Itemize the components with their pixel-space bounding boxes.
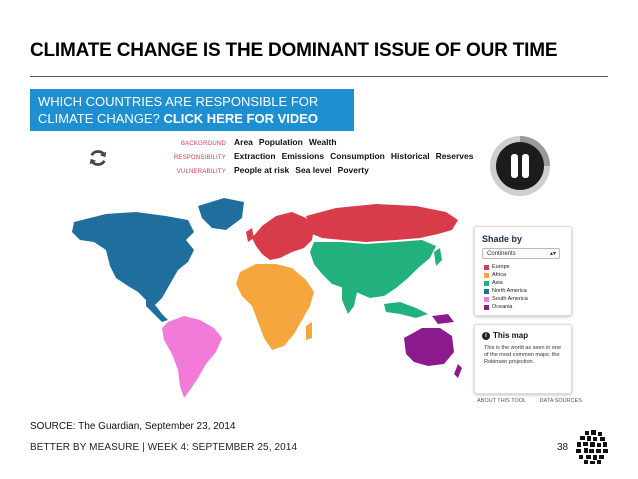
toolbar-item-historical[interactable]: Historical (390, 151, 430, 161)
central-america-shape[interactable] (146, 300, 168, 322)
india-shape[interactable] (342, 284, 358, 314)
brand-logo-icon (576, 430, 608, 464)
this-map-description: This is the world as seen in one of the … (484, 345, 562, 365)
shade-by-selected-value: Continents (487, 251, 516, 257)
southeast-asia-islands-shape[interactable] (384, 302, 428, 318)
toolbar-row-vulnerability: VULNERABILITY People at risk Sea level P… (148, 165, 375, 175)
legend-item-north-america: North America (484, 287, 528, 295)
banner-line-2: CLIMATE CHANGE? CLICK HERE FOR VIDEO (38, 110, 354, 127)
toolbar-item-people-at-risk[interactable]: People at risk (234, 165, 290, 175)
info-icon: i (482, 332, 490, 340)
legend-label-north-america: North America (492, 288, 527, 294)
legend-item-europe: Europe (484, 263, 528, 271)
continent-legend: Europe Africa Asia North America South A… (484, 263, 528, 311)
about-this-tool-link[interactable]: ABOUT THIS TOOL (477, 398, 527, 404)
pause-button[interactable] (488, 134, 552, 198)
legend-label-europe: Europe (492, 264, 510, 270)
pause-bar-right (522, 154, 529, 178)
asia-shape[interactable] (310, 240, 436, 298)
slide-title: CLIMATE CHANGE IS THE DOMINANT ISSUE OF … (30, 40, 558, 61)
legend-swatch-europe (484, 264, 489, 270)
shade-by-select[interactable]: Continents ▴▾ (482, 248, 560, 259)
japan-shape[interactable] (434, 248, 442, 266)
title-divider (30, 76, 608, 77)
click-here-for-video-link[interactable]: CLICK HERE FOR VIDEO (163, 111, 319, 126)
toolbar-item-population[interactable]: Population (258, 137, 303, 147)
source-citation: SOURCE: The Guardian, September 23, 2014 (30, 421, 236, 432)
toolbar-item-sea-level[interactable]: Sea level (295, 165, 332, 175)
toolbar-row-responsibility: RESPONSIBILITY Extraction Emissions Cons… (148, 151, 479, 161)
banner-line-2-text: CLIMATE CHANGE? (38, 111, 164, 126)
south-america-shape[interactable] (162, 316, 222, 398)
legend-label-africa: Africa (492, 272, 507, 278)
toolbar-item-wealth[interactable]: Wealth (308, 137, 337, 147)
shade-by-title: Shade by (482, 234, 523, 244)
video-link-banner[interactable]: WHICH COUNTRIES ARE RESPONSIBLE FOR CLIM… (30, 89, 354, 131)
legend-label-south-america: South America (492, 296, 528, 302)
refresh-icon[interactable] (87, 147, 109, 169)
data-sources-link[interactable]: DATA SOURCES (539, 398, 582, 404)
legend-swatch-africa (484, 272, 489, 278)
toolbar-item-emissions[interactable]: Emissions (281, 151, 325, 161)
africa-shape[interactable] (236, 264, 314, 350)
select-arrow-icon: ▴▾ (549, 251, 556, 257)
madagascar-shape[interactable] (306, 322, 312, 340)
toolbar-row-background: BACKGROUND Area Population Wealth (148, 137, 343, 147)
world-map[interactable] (66, 188, 462, 400)
pause-bar-left (511, 154, 518, 178)
north-america-shape[interactable] (72, 212, 194, 306)
tool-links: ABOUT THIS TOOL DATA SOURCES (477, 398, 594, 404)
toolbar-category-vulnerability: VULNERABILITY (176, 169, 226, 175)
toolbar-item-extraction[interactable]: Extraction (234, 151, 276, 161)
uk-shape[interactable] (246, 228, 254, 242)
russia-shape[interactable] (306, 204, 458, 242)
toolbar-category-responsibility: RESPONSIBILITY (173, 155, 226, 161)
toolbar-item-poverty[interactable]: Poverty (337, 165, 369, 175)
legend-swatch-north-america (484, 288, 489, 294)
legend-item-south-america: South America (484, 295, 528, 303)
legend-item-asia: Asia (484, 279, 528, 287)
europe-shape[interactable] (252, 212, 314, 260)
toolbar-item-reserves[interactable]: Reserves (435, 151, 474, 161)
papua-shape[interactable] (432, 314, 454, 324)
legend-item-oceania: Oceania (484, 303, 528, 311)
toolbar-item-consumption[interactable]: Consumption (330, 151, 385, 161)
australia-shape[interactable] (404, 328, 454, 366)
legend-swatch-south-america (484, 296, 489, 302)
shade-by-panel: Shade by Continents ▴▾ Europe Africa Asi… (474, 226, 572, 316)
banner-line-1: WHICH COUNTRIES ARE RESPONSIBLE FOR (38, 94, 319, 109)
legend-label-oceania: Oceania (492, 304, 513, 310)
toolbar-item-area[interactable]: Area (234, 137, 253, 147)
this-map-title: This map (493, 331, 529, 340)
legend-item-africa: Africa (484, 271, 528, 279)
this-map-panel: i This map This is the world as seen in … (474, 324, 572, 394)
new-zealand-shape[interactable] (454, 364, 462, 378)
toolbar-category-background: BACKGROUND (180, 141, 226, 147)
page-number: 38 (557, 442, 569, 453)
legend-label-asia: Asia (492, 280, 503, 286)
legend-swatch-asia (484, 280, 489, 286)
legend-swatch-oceania (484, 304, 489, 310)
greenland-shape[interactable] (198, 198, 244, 230)
slide-footer: BETTER BY MEASURE | WEEK 4: SEPTEMBER 25… (30, 442, 298, 453)
